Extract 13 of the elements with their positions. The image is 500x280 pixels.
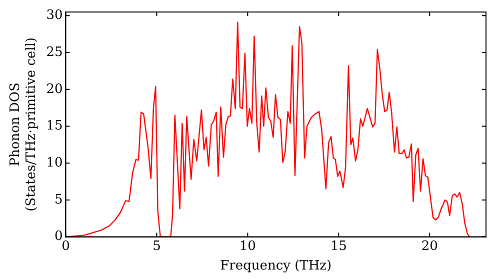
y-tick-label: 0 — [54, 229, 63, 244]
x-tick-label: 20 — [421, 238, 438, 254]
x-tick-label: 15 — [330, 238, 347, 254]
y-tick-label: 5 — [54, 192, 63, 208]
x-tick-label: 5 — [152, 238, 161, 254]
y-axis-title: Phonon DOS (States/THz·primitive cell) — [8, 37, 39, 212]
y-tick-label: 10 — [46, 155, 63, 170]
y-tick-label: 20 — [46, 82, 63, 97]
x-tick-label: 10 — [239, 238, 256, 254]
x-axis-title: Frequency (THz) — [220, 258, 332, 274]
y-tick-label: 15 — [46, 118, 63, 134]
y-tick-label: 30 — [46, 8, 63, 24]
y-tick-label: 25 — [46, 44, 63, 60]
